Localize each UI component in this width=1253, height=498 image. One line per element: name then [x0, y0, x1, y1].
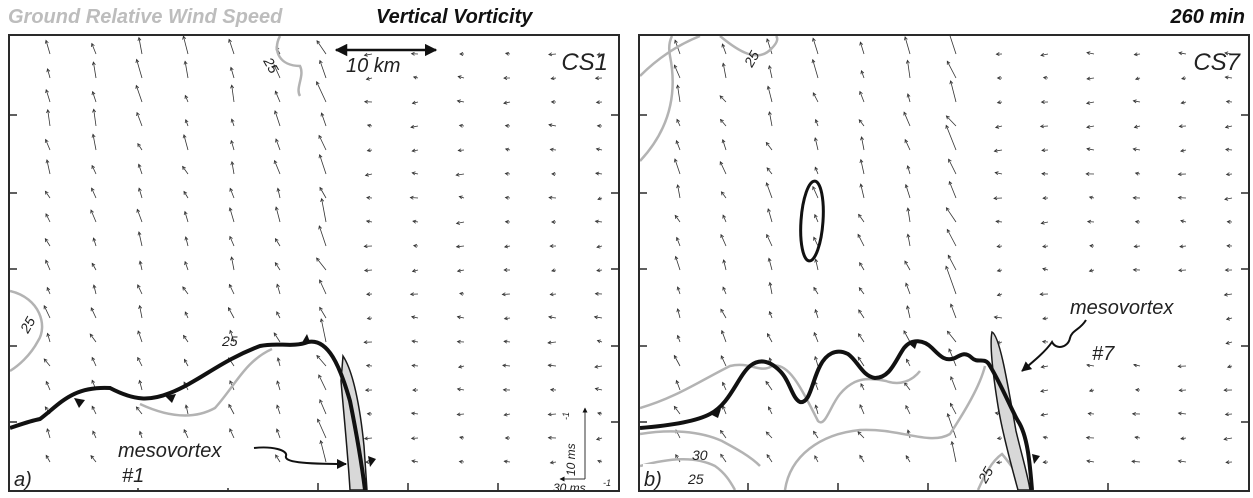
- front-barbs-b: [710, 340, 1040, 464]
- wind-contour-b-right: [783, 365, 987, 490]
- wind-contour-a-top: [275, 36, 303, 97]
- time-label: 260 min: [1170, 6, 1245, 28]
- case-label-b: CS7: [1193, 49, 1241, 76]
- vector-scale-horizontal-exp-a: -1: [603, 478, 611, 488]
- scale-bar-label-a: 10 km: [346, 55, 400, 77]
- gust-front-a: [10, 339, 367, 490]
- wind-contour-b-low1: [640, 363, 921, 424]
- mesovortex-pointer-a: [253, 446, 347, 469]
- panel-label-a: a): [14, 469, 32, 490]
- panel-label-b: b): [644, 469, 662, 490]
- vector-scale-a: [558, 408, 592, 480]
- wind-contour-b-low2: [640, 430, 761, 467]
- contour-label-b-1: 30: [692, 447, 708, 463]
- ticks-b: [640, 114, 1248, 490]
- wind-contour-b-low3: [640, 458, 737, 490]
- contour-label-a-0: 25: [260, 54, 282, 77]
- mesovortex-pointer-b: [1021, 319, 1087, 372]
- gust-front-b: [640, 339, 1034, 490]
- contour-label-b-2: 25: [687, 471, 704, 487]
- contour-label-b-3: 25: [974, 464, 996, 487]
- mesovortex-label-a: mesovortex: [118, 440, 222, 462]
- vorticity-contour-b: [799, 179, 825, 263]
- mesovortex-label-b: mesovortex: [1070, 297, 1174, 319]
- wind-speed-title: Ground Relative Wind Speed: [8, 6, 283, 28]
- wind-contour-a-left: [10, 289, 44, 373]
- wind-vectors-b: [673, 36, 1233, 465]
- contour-label-a-2: 25: [221, 333, 238, 349]
- ticks-a: [10, 114, 618, 490]
- panel-a-plot: 10 km CS1 25 25 25 10 ms -1 30 ms -1 mes…: [10, 36, 618, 490]
- mesovortex-number-a: #1: [122, 465, 144, 487]
- contour-label-a-1: 25: [16, 314, 38, 337]
- vorticity-title: Vertical Vorticity: [376, 6, 533, 28]
- panel-b: CS7 25 30 25 25 mesovortex #7 b): [638, 34, 1250, 492]
- vector-scale-vertical-a: 10 ms: [564, 443, 578, 476]
- mesovortex-number-b: #7: [1092, 343, 1115, 365]
- front-barbs-a: [74, 334, 376, 467]
- wind-contour-b-top: [719, 36, 779, 57]
- wind-contour-b-topleft2: [640, 36, 674, 162]
- wind-contour-a-mid: [139, 347, 273, 417]
- mesovortex-b: [990, 330, 1031, 490]
- panel-a: 10 km CS1 25 25 25 10 ms -1 30 ms -1 mes…: [8, 34, 620, 492]
- contour-label-b-0: 25: [740, 48, 762, 71]
- wind-vectors-a: [43, 36, 603, 465]
- case-label-a: CS1: [561, 49, 608, 76]
- vector-scale-vertical-exp-a: -1: [561, 412, 571, 420]
- vector-scale-horizontal-a: 30 ms: [553, 481, 586, 490]
- panel-b-plot: CS7 25 30 25 25 mesovortex #7 b): [640, 36, 1248, 490]
